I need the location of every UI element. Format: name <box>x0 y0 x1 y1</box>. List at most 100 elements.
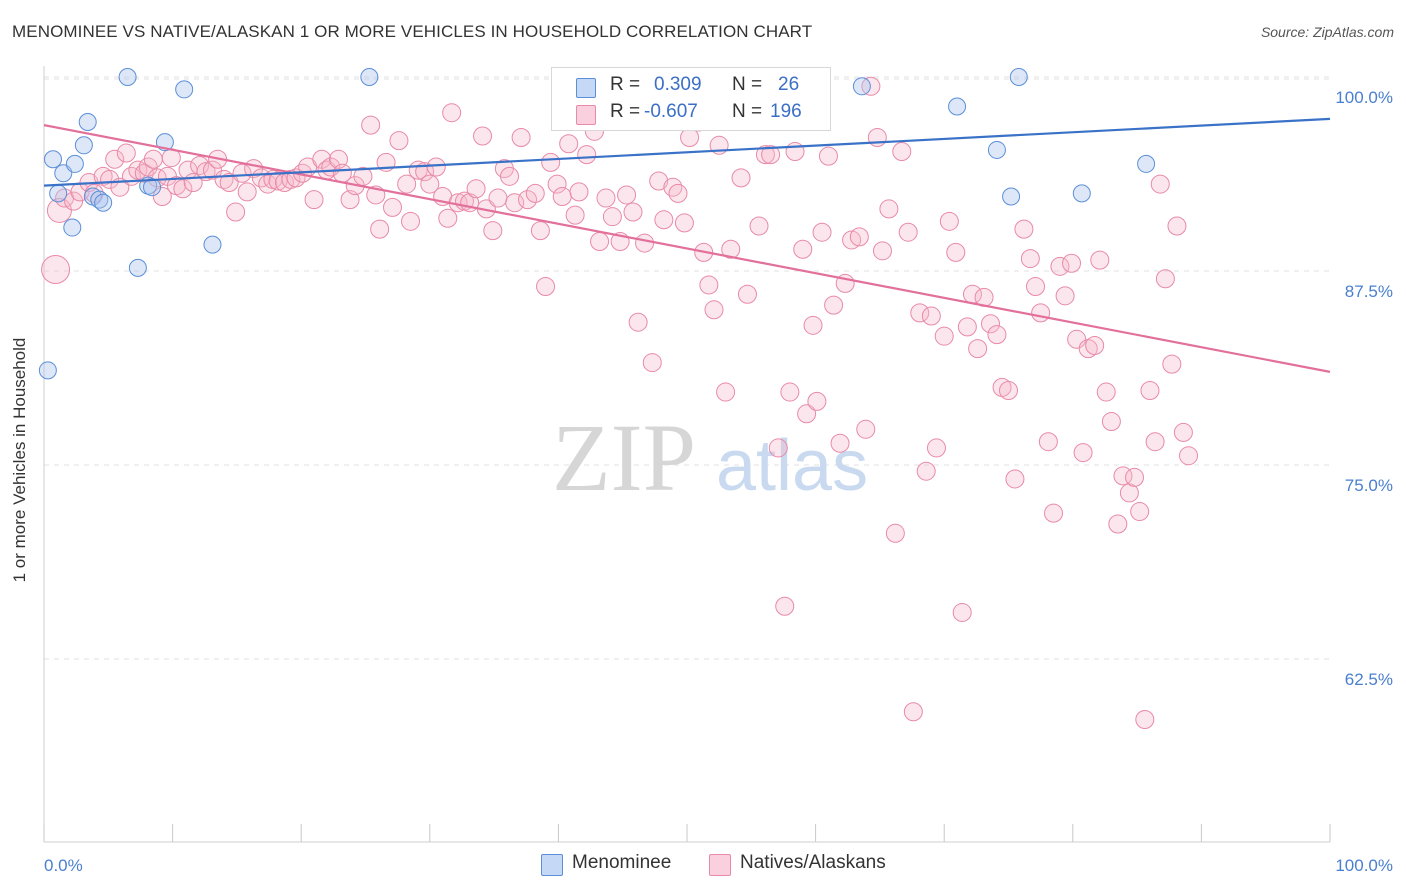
natives-point <box>812 222 832 242</box>
natives-point <box>1090 250 1110 270</box>
x-tick-label: 0.0% <box>44 856 83 875</box>
natives-point <box>617 185 637 205</box>
natives-point <box>856 419 876 439</box>
natives-point <box>793 239 813 259</box>
natives-point <box>577 145 597 165</box>
n-value: 26 <box>778 74 800 95</box>
natives-point <box>1101 412 1121 432</box>
natives-point <box>921 306 941 326</box>
natives-point <box>1020 249 1040 269</box>
n-value: 196 <box>770 101 802 122</box>
natives-point <box>488 188 508 208</box>
natives-point <box>731 168 751 188</box>
natives-point <box>849 227 869 247</box>
natives-point <box>1145 432 1165 452</box>
menominee-trend-line <box>43 117 1331 187</box>
natives-point <box>173 179 193 199</box>
natives-point <box>716 382 736 402</box>
natives-point <box>674 213 694 233</box>
natives-point <box>361 115 381 135</box>
trend-lines <box>43 117 1331 373</box>
natives-point <box>426 157 446 177</box>
natives-point <box>1140 381 1160 401</box>
natives-point <box>41 254 71 284</box>
natives-legend-swatch <box>709 854 731 876</box>
menominee-legend-label: Menominee <box>572 852 672 873</box>
natives-point <box>987 325 1007 345</box>
watermark-atlas: atlas <box>716 426 868 506</box>
natives-point <box>1085 335 1105 355</box>
natives-point <box>116 143 136 163</box>
r-label: R = <box>610 74 641 95</box>
menominee-point <box>1072 184 1091 203</box>
natives-point <box>721 239 741 259</box>
menominee-point <box>38 361 57 380</box>
axes <box>43 66 1331 843</box>
natives-point <box>861 76 881 96</box>
menominee-points <box>38 68 1156 380</box>
y-tick-label: 62.5% <box>1345 670 1393 689</box>
menominee-legend-swatch <box>541 854 563 876</box>
natives-point <box>505 193 525 213</box>
natives-point <box>602 207 622 227</box>
natives-point <box>226 202 246 222</box>
natives-point <box>383 197 403 217</box>
natives-point <box>401 211 421 231</box>
natives-point <box>892 141 912 161</box>
natives-trend-line <box>43 124 1331 373</box>
natives-point <box>466 179 486 199</box>
natives-point <box>910 303 930 323</box>
n-label: N = <box>732 101 763 122</box>
natives-point <box>916 461 936 481</box>
y-tick-label: 75.0% <box>1345 476 1393 495</box>
natives-point <box>939 211 959 231</box>
natives-point <box>737 284 757 304</box>
y-axis-label: 1 or more Vehicles in Household <box>10 337 29 583</box>
natives-point <box>885 523 905 543</box>
natives-point <box>898 222 918 242</box>
natives-point <box>1135 710 1155 730</box>
natives-point <box>1044 503 1064 523</box>
stats-legend: R = 0.309 N = 26 R = -0.607 N = 196 <box>551 67 831 131</box>
natives-point <box>635 233 655 253</box>
source-label: Source: ZipAtlas.com <box>1260 24 1394 40</box>
menominee-point <box>44 150 63 169</box>
menominee-point <box>360 68 379 86</box>
natives-point <box>1162 354 1182 374</box>
natives-point <box>143 149 163 169</box>
natives-point <box>389 131 409 151</box>
menominee-point <box>852 77 871 96</box>
natives-point <box>663 177 683 197</box>
natives-point <box>654 210 674 230</box>
natives-point <box>872 241 892 261</box>
natives-point <box>525 183 545 203</box>
natives-point <box>304 190 324 210</box>
menominee-point <box>94 193 113 212</box>
natives-point <box>946 242 966 262</box>
natives-point <box>755 145 775 165</box>
natives-point <box>1005 469 1025 489</box>
natives-point <box>420 174 440 194</box>
natives-point <box>237 182 257 202</box>
natives-point <box>1150 174 1170 194</box>
y-tick-label: 100.0% <box>1335 88 1393 107</box>
natives-point <box>968 339 988 359</box>
natives-point <box>219 173 239 193</box>
natives-point <box>500 166 520 186</box>
natives-point <box>1050 256 1070 276</box>
natives-point <box>152 187 172 207</box>
natives-point <box>1119 483 1139 503</box>
natives-point <box>830 433 850 453</box>
stats-row-natives: R = -0.607 N = 196 <box>552 101 830 127</box>
menominee-point <box>78 113 97 132</box>
natives-point <box>559 134 579 154</box>
natives-point <box>473 126 493 146</box>
natives-point <box>370 219 390 239</box>
natives-point <box>1038 432 1058 452</box>
natives-point <box>1031 303 1051 323</box>
natives-point <box>1167 216 1187 236</box>
natives-point <box>530 221 550 241</box>
natives-point <box>867 128 887 148</box>
natives-point <box>518 190 538 210</box>
natives-point <box>642 353 662 373</box>
